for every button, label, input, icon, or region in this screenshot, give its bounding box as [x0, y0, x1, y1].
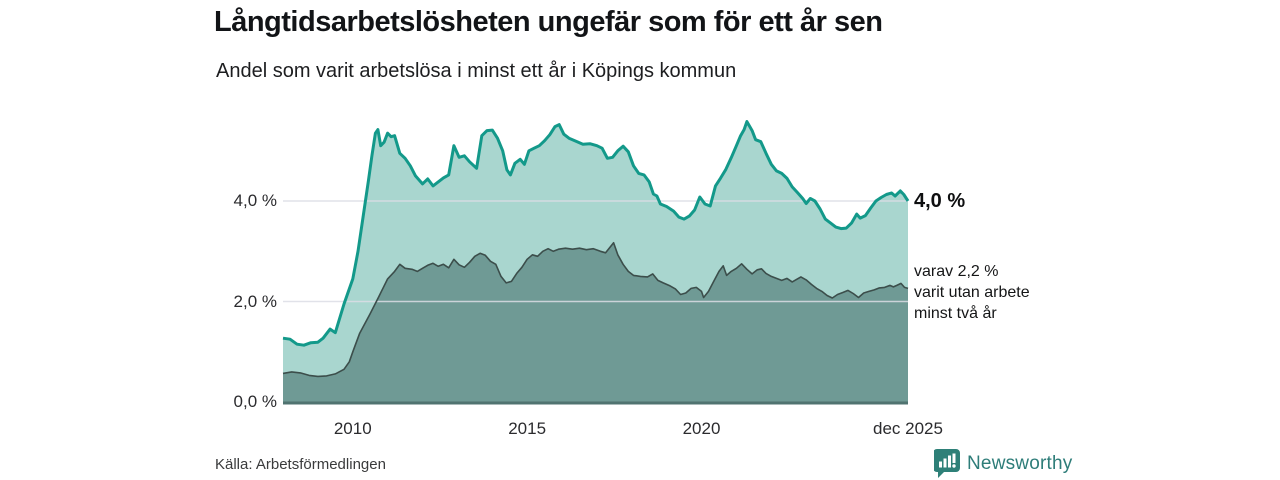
sub-annotation-line-3: minst två år — [914, 305, 997, 322]
sub-annotation-line-1: varav 2,2 % — [914, 263, 999, 280]
y-axis-label: 2,0 % — [233, 291, 277, 311]
newsworthy-icon — [934, 449, 960, 478]
series-area-two-years — [283, 242, 908, 402]
x-axis-label: 2015 — [508, 419, 547, 438]
x-axis-label: 2010 — [333, 419, 372, 438]
x-axis-label: dec 2025 — [873, 419, 943, 438]
source-note: Källa: Arbetsförmedlingen — [215, 456, 386, 473]
sub-series-annotation: varav 2,2 % varit utan arbete minst två … — [914, 261, 1030, 324]
brand-logo: Newsworthy — [934, 449, 1072, 478]
series-line-two-years — [282, 241, 909, 378]
series-line-total — [282, 120, 910, 347]
chart-subtitle: Andel som varit arbetslösa i minst ett å… — [216, 60, 737, 82]
y-axis-label: 0,0 % — [233, 392, 277, 411]
end-value-label: 4,0 % — [914, 190, 966, 212]
sub-annotation-line-2: varit utan arbete — [914, 284, 1030, 301]
page-title: Långtidsarbetslösheten ungefär som för e… — [214, 6, 883, 38]
y-axis-label: 4,0 % — [233, 191, 277, 210]
x-axis-label: 2020 — [682, 419, 721, 438]
brand-name: Newsworthy — [967, 452, 1073, 474]
